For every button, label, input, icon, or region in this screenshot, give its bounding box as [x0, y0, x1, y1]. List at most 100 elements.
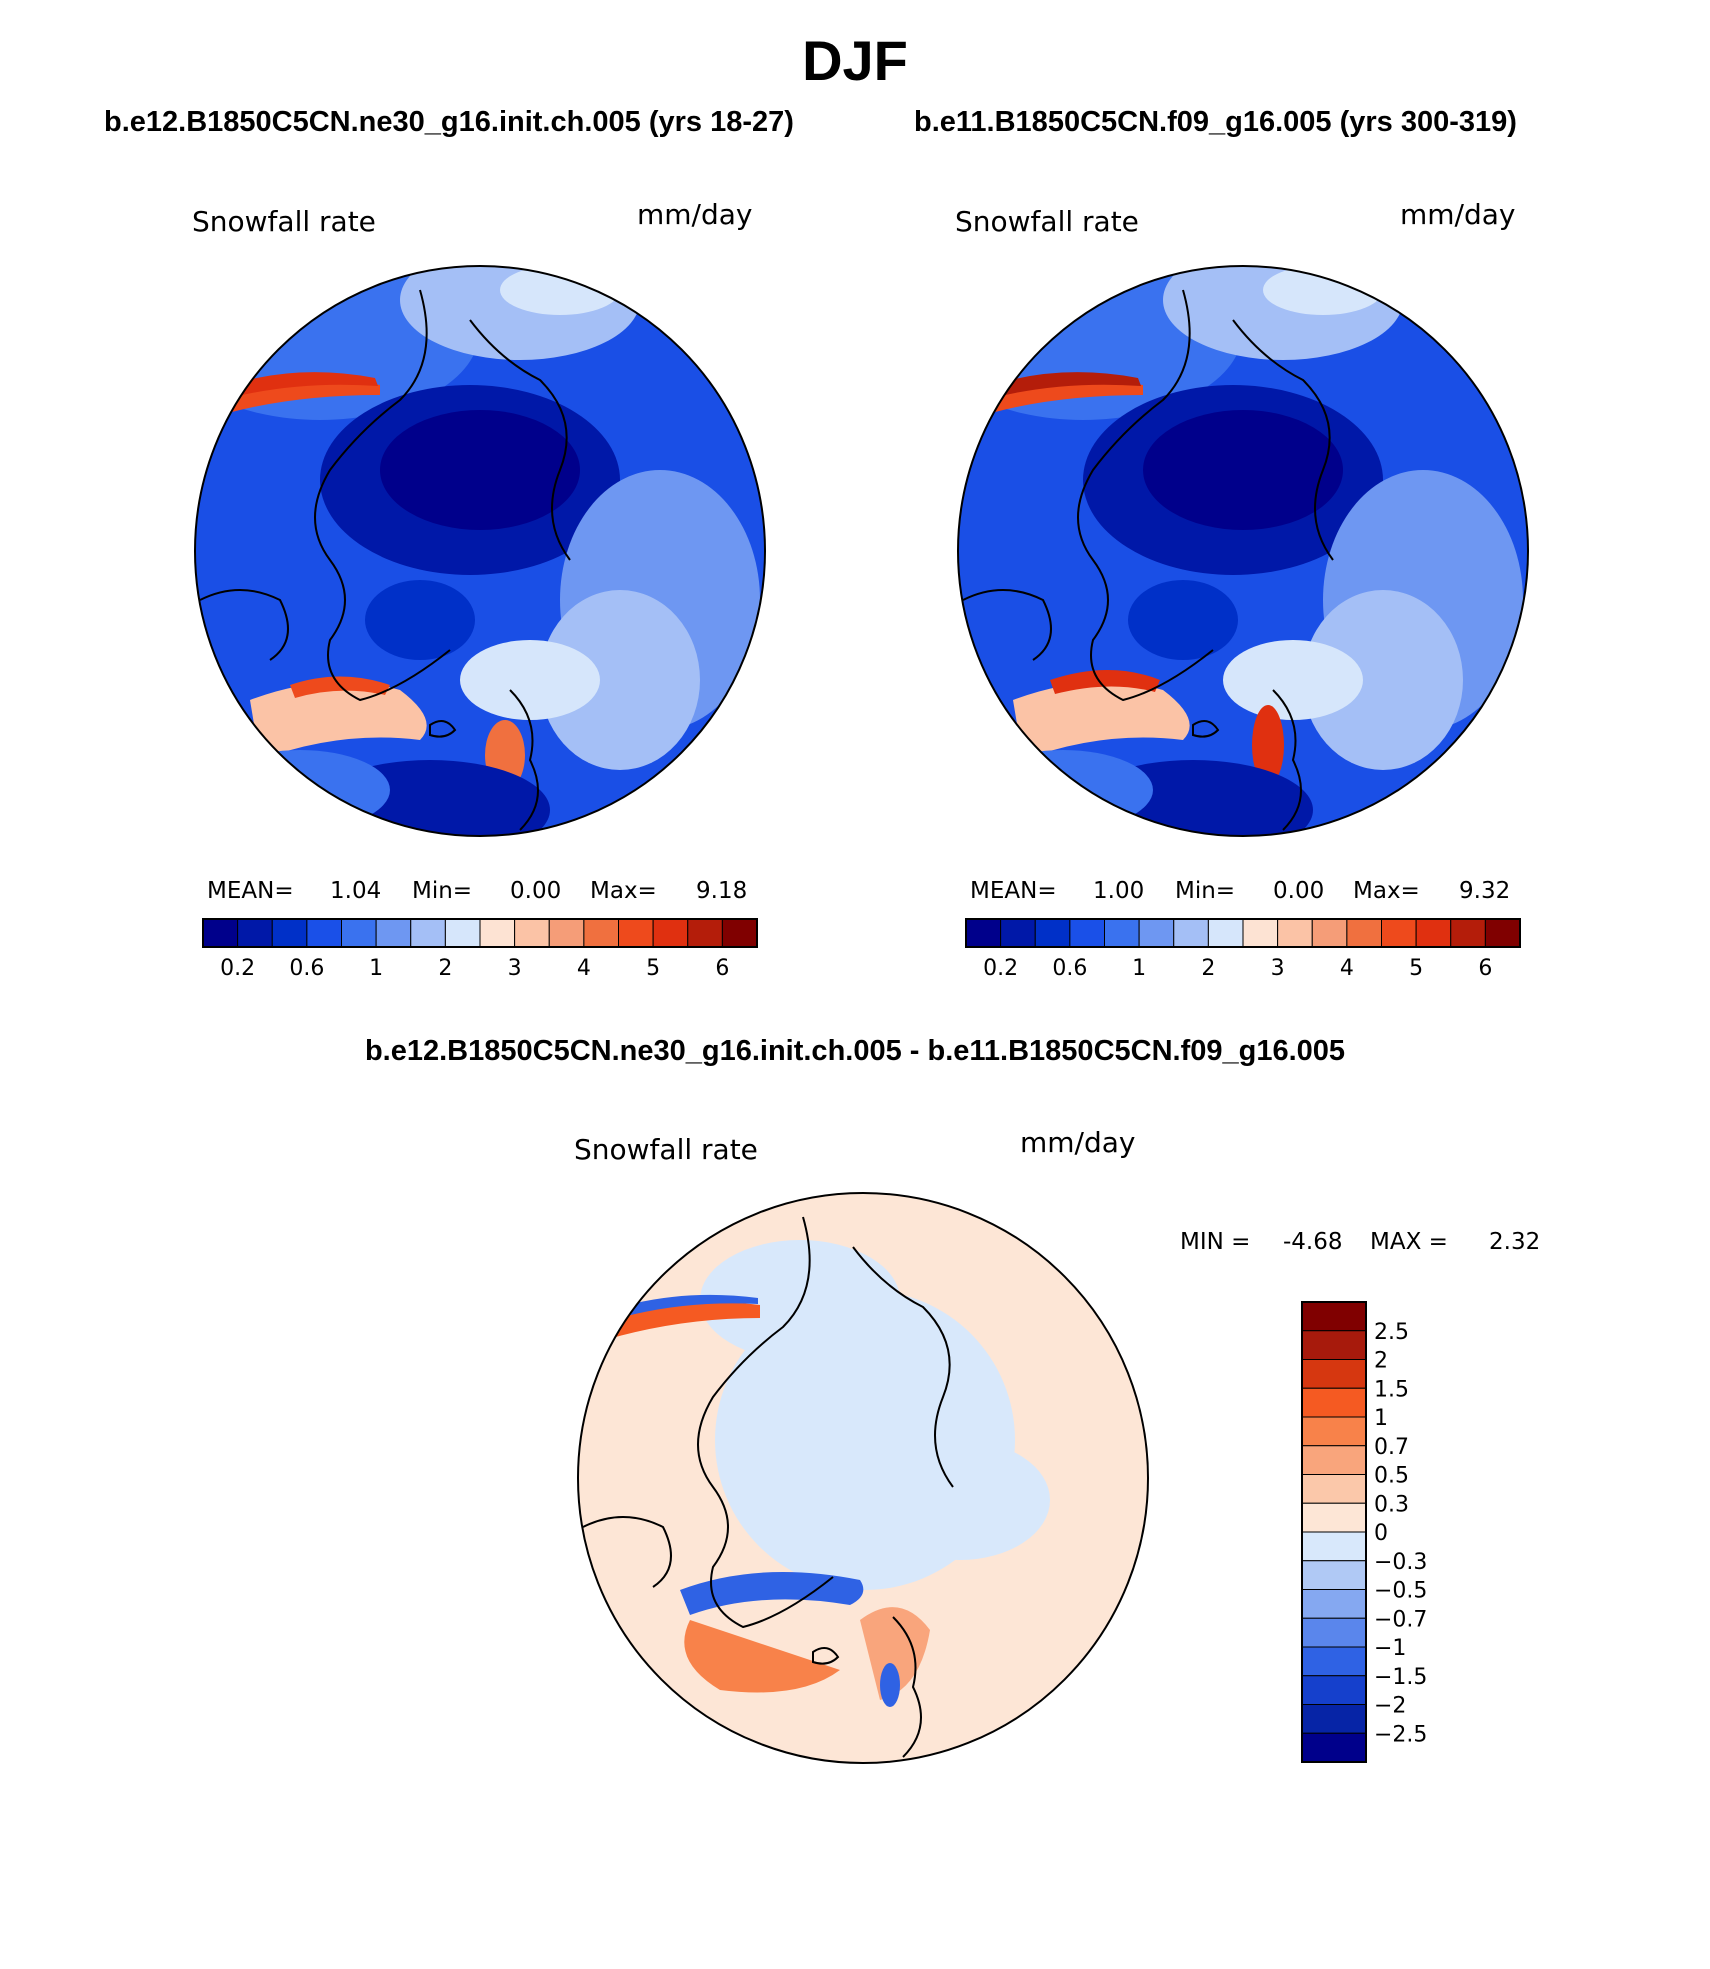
panel-left-colorbar-box — [444, 918, 481, 948]
panel-right-colorbar-tick-label: 4 — [1340, 956, 1354, 981]
panel-left-colorbar-box — [341, 918, 377, 948]
difference-contour-field — [578, 1193, 1148, 1763]
panel-right-colorbar: 0.2 0.6 1 2 3 4 5 6 — [965, 918, 1521, 981]
panel-left-case-title: b.e12.B1850C5CN.ne30_g16.init.ch.005 (yr… — [104, 106, 794, 138]
difference-colorbar-box — [1301, 1445, 1367, 1475]
difference-colorbar-box — [1301, 1359, 1367, 1389]
panel-right-min-label: Min= — [1175, 878, 1236, 904]
panel-left-colorbar-frame — [202, 918, 758, 948]
difference-colorbar-box — [1301, 1531, 1367, 1562]
panel-left-units-label: mm/day — [637, 198, 753, 231]
difference-title: b.e12.B1850C5CN.ne30_g16.init.ch.005 - b… — [364, 1035, 1346, 1067]
difference-colorbar-tick-label: −1.5 — [1374, 1665, 1427, 1690]
difference-colorbar-tick-label: −1 — [1374, 1636, 1406, 1661]
panel-left-colorbar-box — [375, 918, 412, 948]
panel-left-colorbar-tick-label: 2 — [438, 956, 452, 981]
difference-colorbar-box — [1301, 1646, 1367, 1677]
panel-left-colorbar-box — [271, 918, 308, 948]
panel-right-colorbar-frame — [965, 918, 1521, 948]
difference-colorbar-box — [1301, 1560, 1367, 1590]
panel-right-colorbar-tick-label: 6 — [1478, 956, 1492, 981]
panel-left-colorbar-box — [514, 918, 550, 948]
panel-right-mean-value: 1.00 — [1093, 878, 1145, 904]
panel-right-variable-label: Snowfall rate — [955, 205, 1139, 238]
panel-right-max-label: Max= — [1353, 878, 1420, 904]
difference-colorbar-frame — [1301, 1301, 1367, 1763]
difference-colorbar-box — [1301, 1330, 1367, 1360]
difference-colorbar-box — [1301, 1387, 1367, 1418]
difference-colorbar-box — [1301, 1416, 1367, 1447]
panel-right-case-title: b.e11.B1850C5CN.f09_g16.005 (yrs 300-319… — [914, 106, 1517, 138]
page-title: DJF — [802, 29, 908, 92]
panel-left-colorbar-box — [721, 918, 758, 948]
difference-max-label: MAX = — [1370, 1229, 1448, 1255]
difference-colorbar-box — [1301, 1301, 1367, 1332]
panel-left-colorbar-tick-label: 0.6 — [289, 956, 324, 981]
panel-left-colorbar-tick-label: 5 — [646, 956, 660, 981]
difference-colorbar-tick-label: −2 — [1374, 1694, 1406, 1719]
panel-left-colorbar-box — [306, 918, 342, 948]
difference-min-label: MIN = — [1180, 1229, 1251, 1255]
panel-right-colorbar-box — [1415, 918, 1452, 948]
panel-left-contour-field — [195, 266, 765, 836]
difference-colorbar-tick-label: 2 — [1374, 1349, 1388, 1374]
panel-right-colorbar-box — [1034, 918, 1071, 948]
panel-right-colorbar-box — [1173, 918, 1209, 948]
difference-colorbar-box — [1301, 1474, 1367, 1504]
difference-colorbar-tick-label: 1 — [1374, 1406, 1388, 1431]
difference-colorbar-box — [1301, 1732, 1367, 1763]
difference-variable-label: Snowfall rate — [574, 1133, 758, 1166]
difference-colorbar-box — [1301, 1589, 1367, 1619]
panel-right-mean-label: MEAN= — [970, 878, 1057, 904]
panel-left-colorbar-box — [618, 918, 654, 948]
panel-right-colorbar-box — [1277, 918, 1313, 948]
difference-colorbar-tick-label: −2.5 — [1374, 1722, 1427, 1747]
panel-right-colorbar-box — [965, 918, 1002, 948]
panel-left-min-value: 0.00 — [510, 878, 562, 904]
difference-min-value: -4.68 — [1283, 1229, 1343, 1255]
difference-colorbar-tick-label: 0.3 — [1374, 1492, 1409, 1517]
panel-right-colorbar-box — [1138, 918, 1175, 948]
difference-colorbar-box — [1301, 1675, 1367, 1705]
difference-colorbar-tick-label: −0.5 — [1374, 1579, 1427, 1604]
difference-colorbar-tick-label: 1.5 — [1374, 1377, 1409, 1402]
panel-left-min-label: Min= — [412, 878, 473, 904]
panel-left-colorbar-box — [687, 918, 723, 948]
panel-right-colorbar-tick-label: 1 — [1132, 956, 1146, 981]
panel-right-coastlines — [962, 289, 1334, 831]
panel-left-colorbar-tick-label: 0.2 — [220, 956, 255, 981]
panel-left-variable-label: Snowfall rate — [192, 205, 376, 238]
panel-right-colorbar-box — [1207, 918, 1244, 948]
difference-map-border — [577, 1192, 1149, 1764]
panel-left-colorbar-tick-label: 4 — [577, 956, 591, 981]
panel-right-colorbar-box — [1104, 918, 1140, 948]
panel-left-colorbar-box — [583, 918, 619, 948]
panel-right-min-value: 0.00 — [1273, 878, 1325, 904]
panel-left-mean-value: 1.04 — [330, 878, 382, 904]
panel-left-colorbar-box — [410, 918, 446, 948]
difference-colorbar-tick-label: −0.7 — [1374, 1607, 1427, 1632]
panel-left-colorbar-box — [548, 918, 585, 948]
panel-left-colorbar-box — [652, 918, 689, 948]
panel-right-colorbar-box — [1000, 918, 1036, 948]
panel-left-colorbar-box — [479, 918, 516, 948]
panel-right-map-border — [957, 265, 1529, 837]
difference-colorbar-tick-label: 2.5 — [1374, 1320, 1409, 1345]
panel-right-units-label: mm/day — [1400, 198, 1516, 231]
panel-left-coastlines — [199, 289, 571, 831]
panel-left-colorbar: 0.2 0.6 1 2 3 4 5 6 — [202, 918, 758, 981]
panel-left-colorbar-box — [202, 918, 239, 948]
panel-right-colorbar-tick-label: 0.2 — [983, 956, 1018, 981]
panel-right-colorbar-box — [1069, 918, 1105, 948]
panel-right-colorbar-tick-label: 0.6 — [1052, 956, 1087, 981]
panel-right-colorbar-tick-label: 3 — [1271, 956, 1285, 981]
panel-right-colorbar-box — [1381, 918, 1417, 948]
difference-colorbar-tick-label: 0.5 — [1374, 1464, 1409, 1489]
panel-right-max-value: 9.32 — [1459, 878, 1511, 904]
panel-right-colorbar-box — [1346, 918, 1382, 948]
difference-colorbar-box — [1301, 1617, 1367, 1648]
difference-colorbar-box — [1301, 1502, 1367, 1533]
panel-left-mean-label: MEAN= — [207, 878, 294, 904]
panel-left-map-border — [194, 265, 766, 837]
